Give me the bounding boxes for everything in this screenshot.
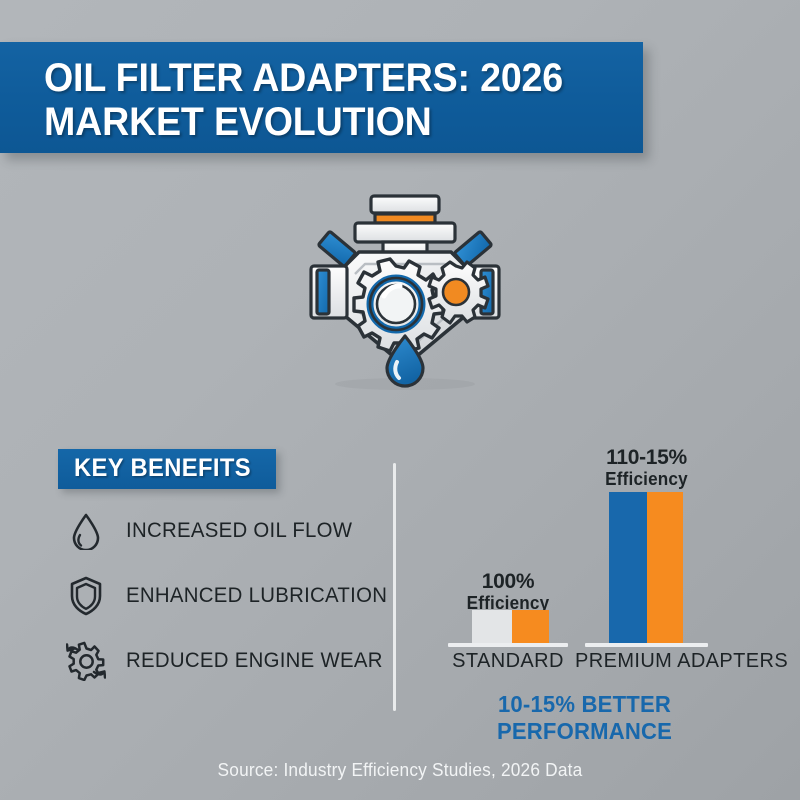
bar-value-premium: 110-15% Efficiency: [575, 446, 718, 489]
section-divider: [393, 463, 396, 711]
key-benefits-section: Key Benefits Increased Oil Flow Enhanced…: [58, 449, 387, 684]
bar-baseline-premium: [585, 643, 708, 647]
bar-stack-standard: [472, 610, 549, 643]
gear-refresh-icon: [64, 640, 108, 682]
source-note: Source: Industry Efficiency Studies, 202…: [217, 760, 583, 780]
bar-value-number: 110-15%: [606, 446, 687, 469]
droplet-icon: [64, 510, 108, 552]
bar-segment-premium-adapter: [647, 492, 683, 643]
bar-value-number: 100%: [481, 570, 535, 593]
bar-category-standard: Standard: [452, 650, 564, 672]
bar-value-unit: Efficiency: [466, 593, 550, 613]
bar-value-unit: Efficiency: [605, 469, 688, 489]
title-banner: Oil Filter Adapters: 2026 Market Evoluti…: [0, 42, 643, 153]
benefit-item-reduced-engine-wear: Reduced Engine Wear: [58, 638, 383, 684]
shield-icon: [64, 575, 108, 617]
benefit-item-increased-oil-flow: Increased Oil Flow: [58, 508, 378, 554]
bar-baseline-standard: [448, 643, 568, 647]
benefit-item-enhanced-lubrication: Enhanced Lubrication: [58, 573, 387, 619]
bar-group-premium-adapters: 110-15% Efficiency Premium Adapters: [575, 440, 788, 690]
bar-category-premium-adapters: Premium Adapters: [575, 650, 789, 672]
benefit-label: Reduced Engine Wear: [126, 649, 383, 672]
bar-value-standard: 100% Efficiency: [448, 570, 568, 613]
key-benefits-badge-label: Key Benefits: [74, 454, 252, 482]
bar-stack-premium: [609, 492, 683, 643]
efficiency-bar-chart: 100% Efficiency Standard 110-15% Efficie…: [400, 440, 788, 730]
bar-segment-standard-adapter: [512, 610, 549, 643]
key-benefits-badge: Key Benefits: [58, 449, 277, 489]
chart-callout: 10-15% Better Performance: [496, 691, 673, 744]
benefit-label: Increased Oil Flow: [126, 519, 353, 542]
bar-segment-standard-baseline: [472, 610, 512, 643]
bar-group-standard: 100% Efficiency Standard: [448, 440, 568, 690]
engine-block-icon: [309, 194, 501, 390]
bar-segment-premium-baseline: [609, 492, 647, 643]
engine-block-illustration: [293, 188, 517, 393]
benefit-label: Enhanced Lubrication: [126, 584, 388, 607]
page-title: Oil Filter Adapters: 2026 Market Evoluti…: [44, 56, 564, 144]
